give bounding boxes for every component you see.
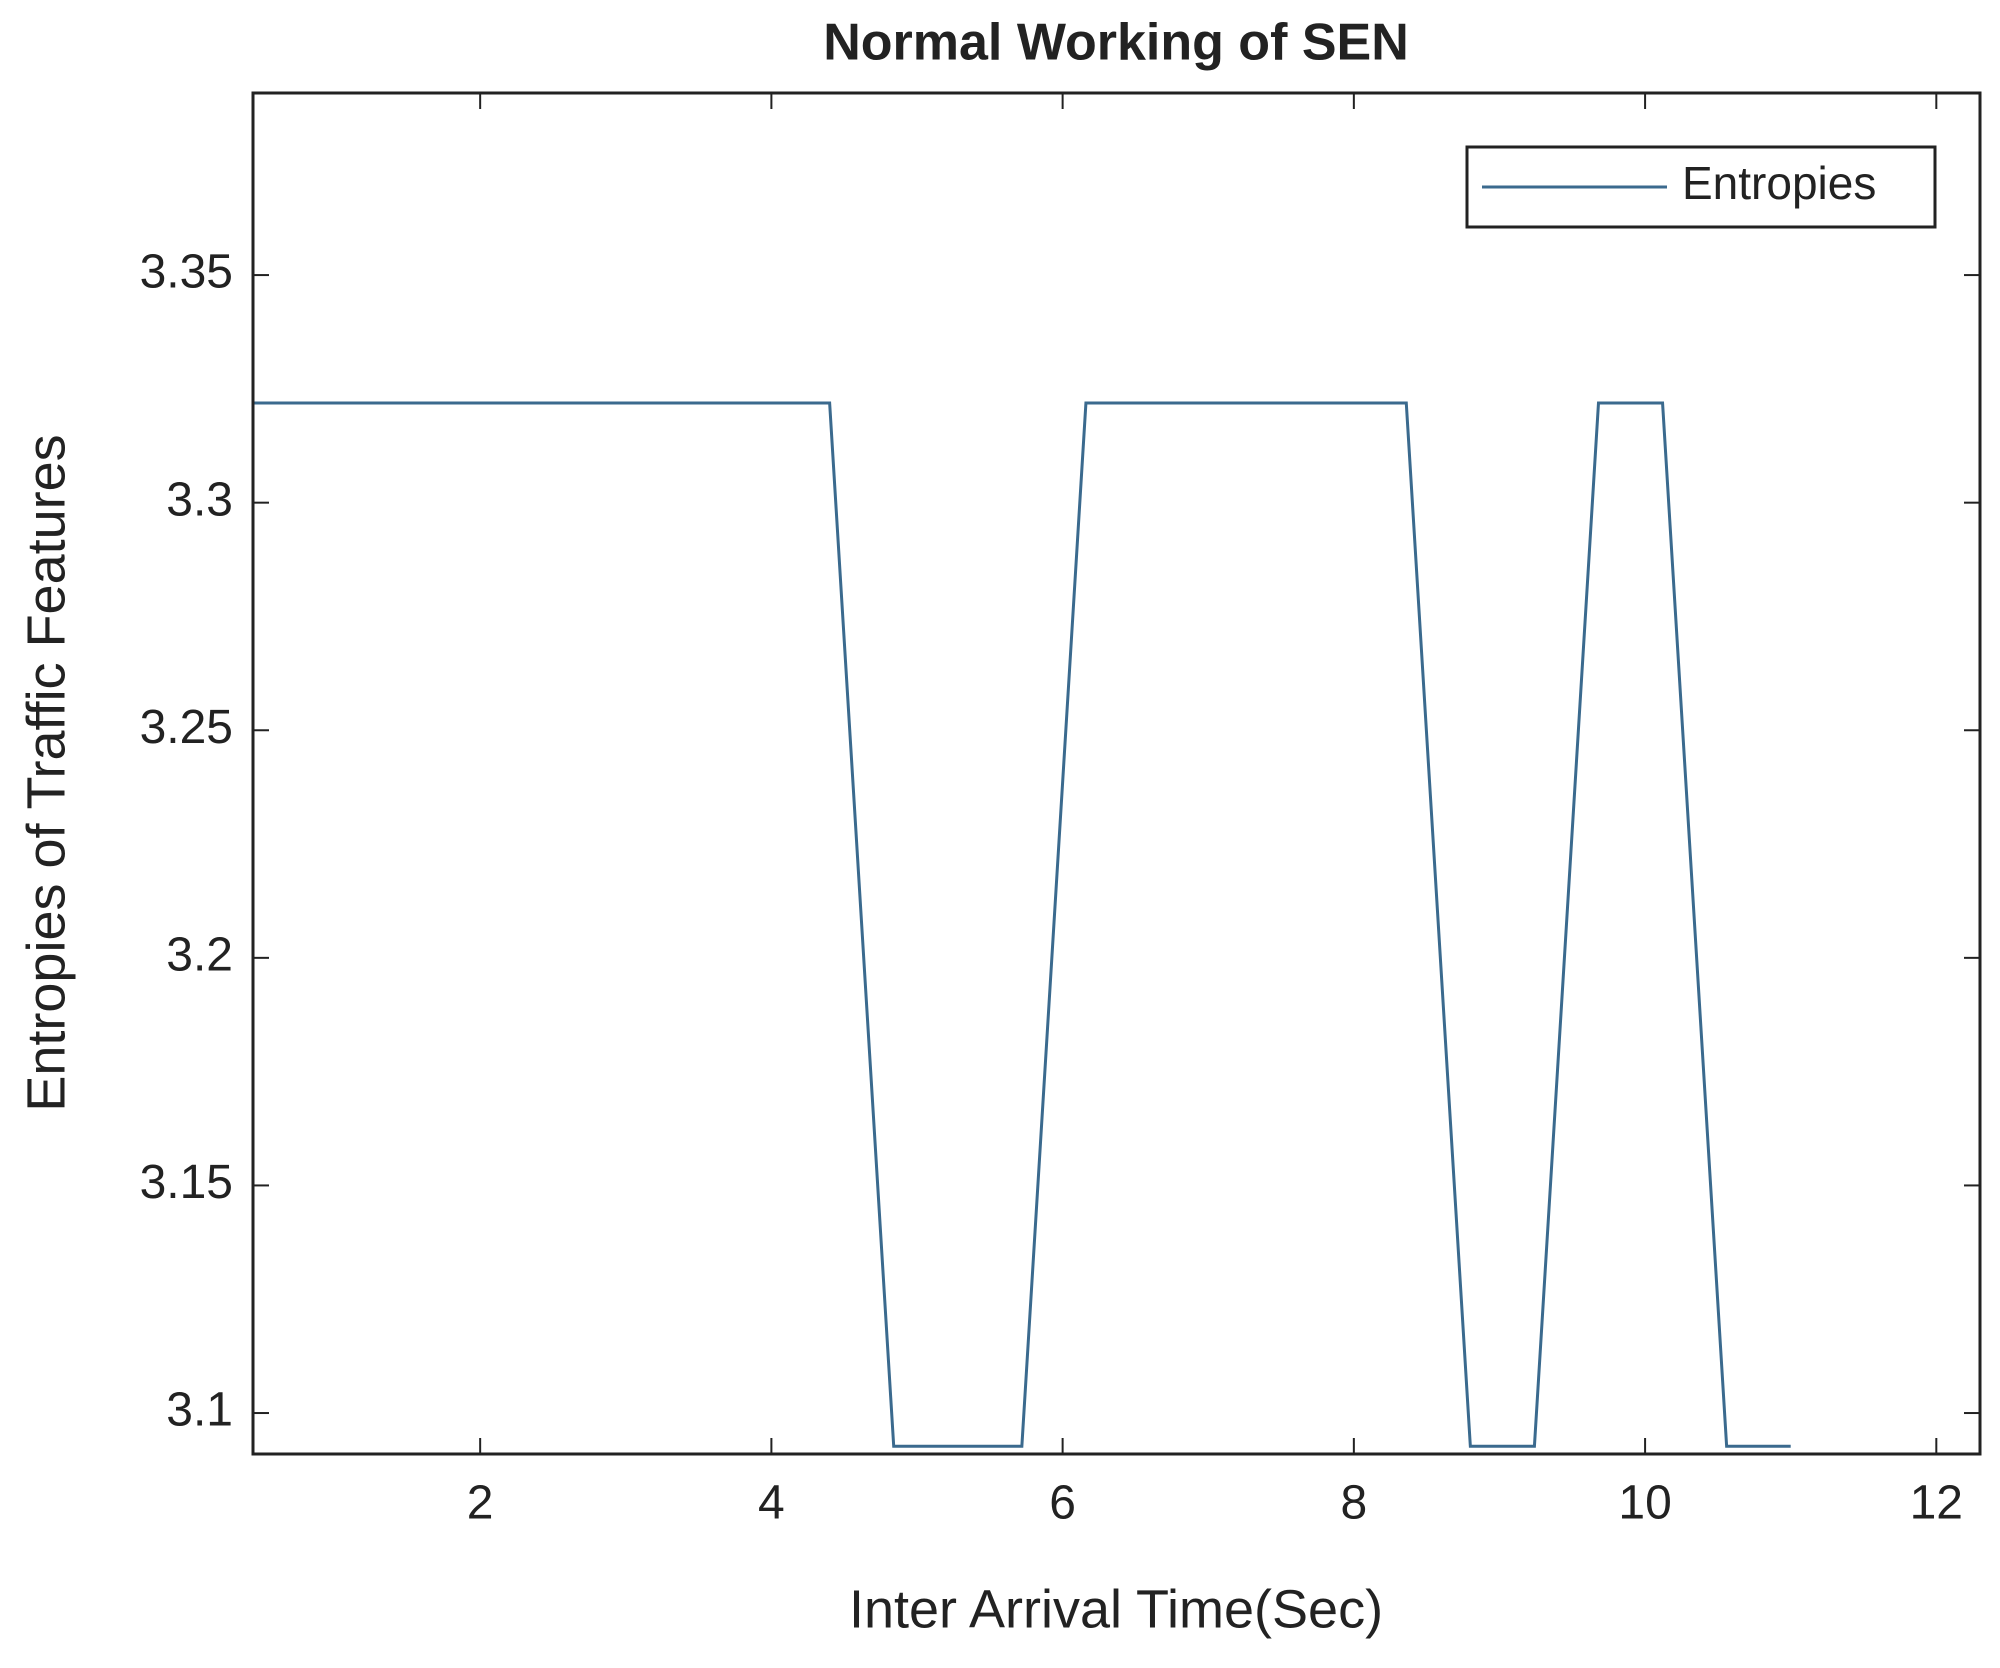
x-tick-label: 10 bbox=[1618, 1477, 1671, 1530]
y-tick-label: 3.1 bbox=[166, 1384, 233, 1437]
chart-title: Normal Working of SEN bbox=[823, 14, 1409, 72]
x-tick-label: 4 bbox=[758, 1477, 785, 1530]
x-tick-label: 8 bbox=[1341, 1477, 1368, 1530]
y-tick-label: 3.3 bbox=[166, 473, 233, 526]
data-line bbox=[253, 401, 1791, 1448]
x-tick-label: 12 bbox=[1910, 1477, 1963, 1530]
y-tick-label: 3.15 bbox=[140, 1156, 233, 1209]
legend-label: Entropies bbox=[1682, 157, 1876, 209]
y-axis-label: Entropies of Traffic Features bbox=[16, 434, 76, 1111]
y-tick-label: 3.2 bbox=[166, 929, 233, 982]
x-axis-label: Inter Arrival Time(Sec) bbox=[849, 1579, 1383, 1639]
plot-frame bbox=[251, 91, 1982, 1456]
x-tick-label: 6 bbox=[1049, 1477, 1076, 1530]
y-tick-label: 3.25 bbox=[140, 701, 233, 754]
x-tick-label: 2 bbox=[467, 1477, 494, 1530]
y-tick-label: 3.35 bbox=[140, 246, 233, 299]
